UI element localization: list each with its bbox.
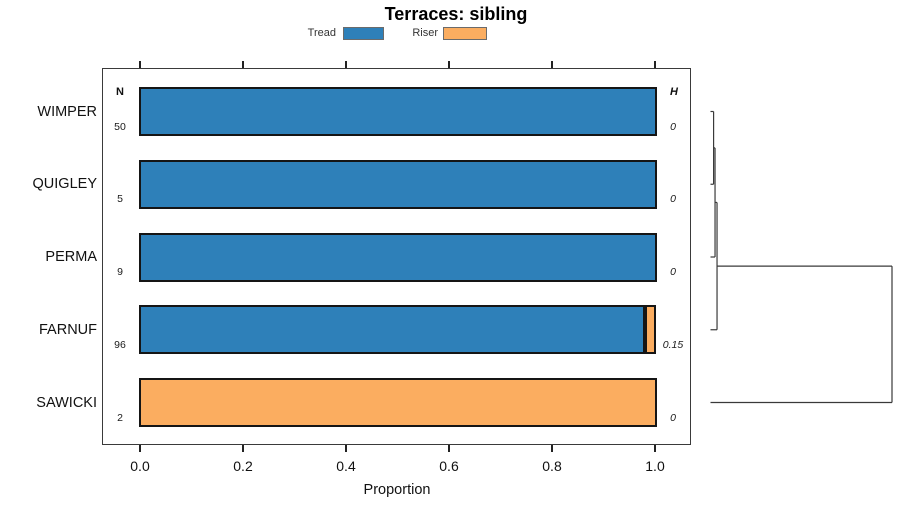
h-column-header: H	[670, 86, 678, 98]
bar-segment-tread	[138, 305, 645, 355]
category-label: FARNUF	[39, 321, 97, 338]
h-value: 0	[670, 193, 676, 206]
category-label: WIMPER	[37, 103, 97, 120]
legend-swatch-riser	[443, 27, 487, 40]
bar-segment-riser	[138, 378, 657, 427]
legend-label-riser: Riser	[412, 27, 438, 39]
x-tick-label: 0.6	[439, 458, 459, 474]
x-axis-label: Proportion	[363, 482, 431, 498]
x-tick-top	[448, 61, 450, 68]
x-tick-bottom	[139, 445, 141, 452]
x-tick-top	[654, 61, 656, 68]
bar-segment-riser	[644, 305, 657, 355]
bar-segment-tread	[138, 87, 657, 136]
n-value: 50	[114, 120, 126, 133]
x-tick-top	[139, 61, 141, 68]
bar	[138, 232, 657, 282]
x-tick-label: 1.0	[645, 458, 665, 474]
bar-segment-tread	[138, 159, 657, 209]
category-label: SAWICKI	[36, 394, 97, 411]
x-tick-label: 0.4	[336, 458, 356, 474]
x-tick-bottom	[551, 445, 553, 452]
h-value: 0	[670, 120, 676, 133]
h-value: 0	[670, 266, 676, 278]
category-label: QUIGLEY	[32, 176, 97, 193]
h-value: 0.15	[662, 338, 684, 351]
x-tick-bottom	[654, 445, 656, 452]
n-value: 9	[117, 266, 123, 278]
x-tick-bottom	[242, 445, 244, 452]
n-column-header: N	[116, 86, 124, 98]
x-tick-top	[345, 61, 347, 68]
bar	[138, 87, 657, 136]
bar	[138, 159, 657, 209]
bar	[138, 305, 657, 355]
x-tick-bottom	[345, 445, 347, 452]
n-value: 5	[117, 193, 123, 206]
x-tick-label: 0.2	[233, 458, 253, 474]
chart-title: Terraces: sibling	[384, 4, 528, 24]
h-value: 0	[670, 411, 676, 424]
x-tick-top	[242, 61, 244, 68]
bar-segment-tread	[138, 232, 657, 282]
x-tick-label: 0.0	[130, 458, 150, 474]
category-label: PERMA	[45, 249, 97, 265]
x-tick-bottom	[448, 445, 450, 452]
x-tick-top	[551, 61, 553, 68]
n-value: 2	[117, 411, 123, 424]
legend-swatch-tread	[343, 27, 384, 40]
bar	[138, 378, 657, 427]
legend-label-tread: Tread	[307, 27, 336, 39]
x-tick-label: 0.8	[542, 458, 562, 474]
n-value: 96	[114, 338, 126, 351]
